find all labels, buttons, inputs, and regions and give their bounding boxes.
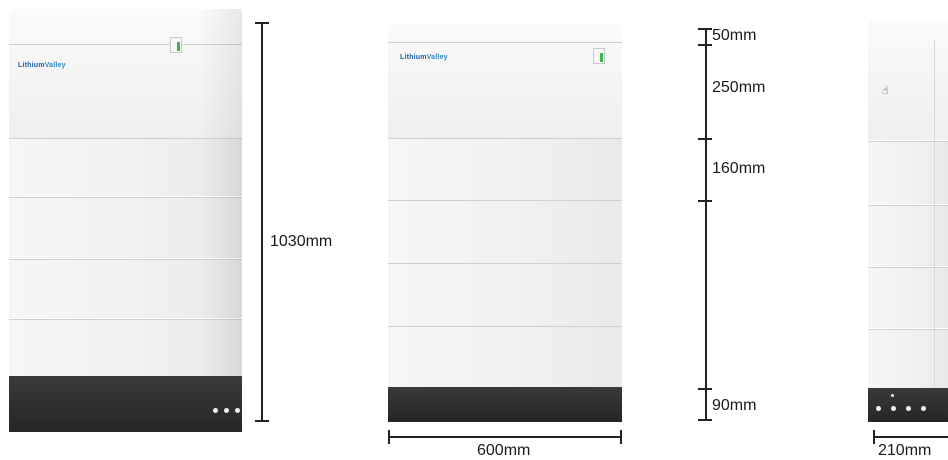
- base-port: [891, 394, 894, 397]
- perspective-view: LithiumValley: [0, 0, 260, 459]
- module-seam: [388, 200, 622, 201]
- status-indicator: [593, 48, 605, 64]
- dimension-tick: [698, 44, 712, 46]
- top-cover: [388, 24, 622, 138]
- module-seam: [388, 138, 622, 139]
- depth-label: 210mm: [878, 442, 932, 459]
- status-indicator: [170, 37, 182, 53]
- module: [388, 327, 622, 387]
- side-shading: [200, 9, 242, 376]
- module-seam: [9, 259, 242, 260]
- brand-logo: LithiumValley: [400, 54, 448, 61]
- module: [388, 201, 622, 263]
- module: [388, 138, 622, 200]
- width-dimension-line: [388, 436, 622, 438]
- base-plinth: [868, 388, 948, 422]
- segment-label-base: 90mm: [712, 397, 757, 414]
- module: [868, 206, 948, 266]
- dimension-tick: [255, 420, 269, 422]
- module-seam: [868, 329, 948, 330]
- dimension-tick: [698, 28, 712, 30]
- hand-pointer-icon: ☝: [882, 85, 889, 97]
- module-seam: [868, 205, 948, 206]
- base-plinth: [9, 376, 242, 432]
- segment-dimension-line: [705, 28, 707, 420]
- module-seam: [388, 263, 622, 264]
- base-port: [921, 406, 926, 411]
- module: [9, 138, 242, 196]
- module-seam: [868, 141, 948, 142]
- module-seam: [868, 267, 948, 268]
- base-port: [235, 408, 240, 413]
- dimension-tick: [698, 419, 712, 421]
- side-divider: [934, 40, 935, 388]
- side-view: ☝: [864, 20, 948, 422]
- segment-label-top-cover: 50mm: [712, 27, 757, 44]
- dimension-tick: [620, 430, 622, 444]
- module: [868, 268, 948, 328]
- module: [388, 264, 622, 326]
- module-seam: [9, 197, 242, 198]
- depth-dimension-line: [873, 436, 948, 438]
- base-port: [876, 406, 881, 411]
- front-view: LithiumValley: [388, 24, 622, 422]
- module: [9, 260, 242, 318]
- base-port: [224, 408, 229, 413]
- dimension-tick: [698, 138, 712, 140]
- module: [9, 198, 242, 258]
- top-cover: [9, 9, 242, 139]
- base-port: [891, 406, 896, 411]
- dimension-tick: [698, 388, 712, 390]
- brand-logo: LithiumValley: [18, 62, 66, 69]
- module: [868, 142, 948, 204]
- module-seam: [9, 138, 242, 139]
- module: [9, 320, 242, 376]
- module-seam: [9, 44, 242, 45]
- dimension-tick: [698, 200, 712, 202]
- top-cover: [868, 20, 948, 140]
- segment-label-module: 160mm: [712, 160, 766, 177]
- base-plinth: [388, 387, 622, 422]
- module: [868, 330, 948, 388]
- base-port: [213, 408, 218, 413]
- width-label: 600mm: [477, 442, 531, 459]
- base-port: [906, 406, 911, 411]
- segment-label-upper: 250mm: [712, 79, 766, 96]
- height-dimension-line: [261, 22, 263, 422]
- module-seam: [9, 319, 242, 320]
- module-seam: [388, 326, 622, 327]
- height-label: 1030mm: [270, 233, 333, 250]
- module-seam: [388, 42, 622, 43]
